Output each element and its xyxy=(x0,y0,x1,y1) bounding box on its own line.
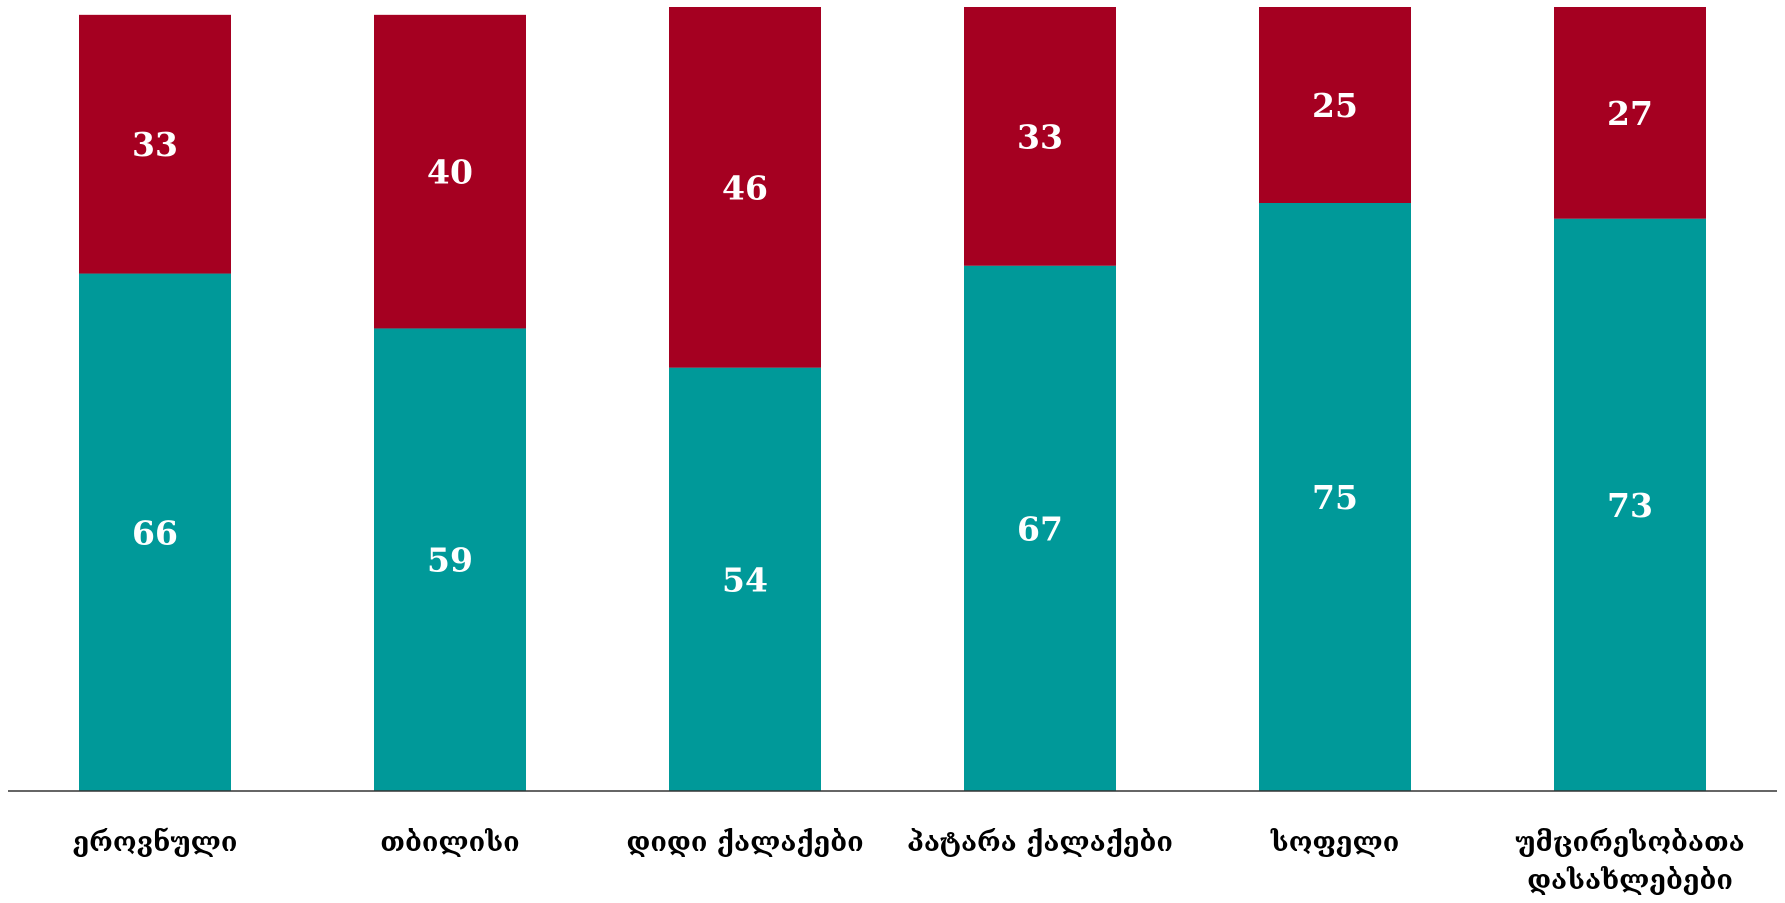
data-label-s1-c5: 27 xyxy=(1607,94,1653,133)
bar-segment-s0-c2 xyxy=(669,367,821,791)
bar-segment-s1-c3 xyxy=(964,7,1116,266)
bar-segment-s1-c5 xyxy=(1554,7,1706,219)
data-label-s1-c3: 33 xyxy=(1017,117,1063,156)
data-label-s1-c2: 46 xyxy=(722,168,768,207)
data-label-s0-c5: 73 xyxy=(1607,486,1653,525)
category-label-5-line1: დასახლებები xyxy=(1527,865,1733,896)
category-label-1: თბილისი xyxy=(380,827,519,858)
bar-segment-s1-c1 xyxy=(374,14,526,329)
data-label-s0-c2: 54 xyxy=(722,560,768,599)
category-label-0: ეროვნული xyxy=(73,827,238,858)
category-label-2: დიდი ქალაქები xyxy=(626,827,863,858)
bar-segment-s0-c4 xyxy=(1259,203,1411,791)
data-label-s1-c4: 25 xyxy=(1312,86,1358,125)
bar-segment-s0-c3 xyxy=(964,265,1116,792)
category-label-5-line0: უმცირესობათა xyxy=(1515,827,1744,858)
data-label-s1-c0: 33 xyxy=(132,125,178,164)
bar-segment-s0-c1 xyxy=(374,328,526,791)
category-label-3: პატარა ქალაქები xyxy=(907,827,1173,858)
data-label-s0-c3: 67 xyxy=(1017,509,1063,548)
bar-segment-s1-c0 xyxy=(79,14,231,274)
bar-segment-s0-c0 xyxy=(79,273,231,791)
bar-segment-s0-c5 xyxy=(1554,218,1706,791)
data-label-s0-c1: 59 xyxy=(427,541,473,580)
category-label-4: სოფელი xyxy=(1270,827,1400,858)
data-label-s0-c0: 66 xyxy=(132,513,178,552)
data-label-s0-c4: 75 xyxy=(1312,478,1358,517)
bar-segment-s1-c2 xyxy=(669,7,821,368)
data-label-s1-c1: 40 xyxy=(427,153,473,192)
bar-segment-s1-c4 xyxy=(1259,7,1411,203)
